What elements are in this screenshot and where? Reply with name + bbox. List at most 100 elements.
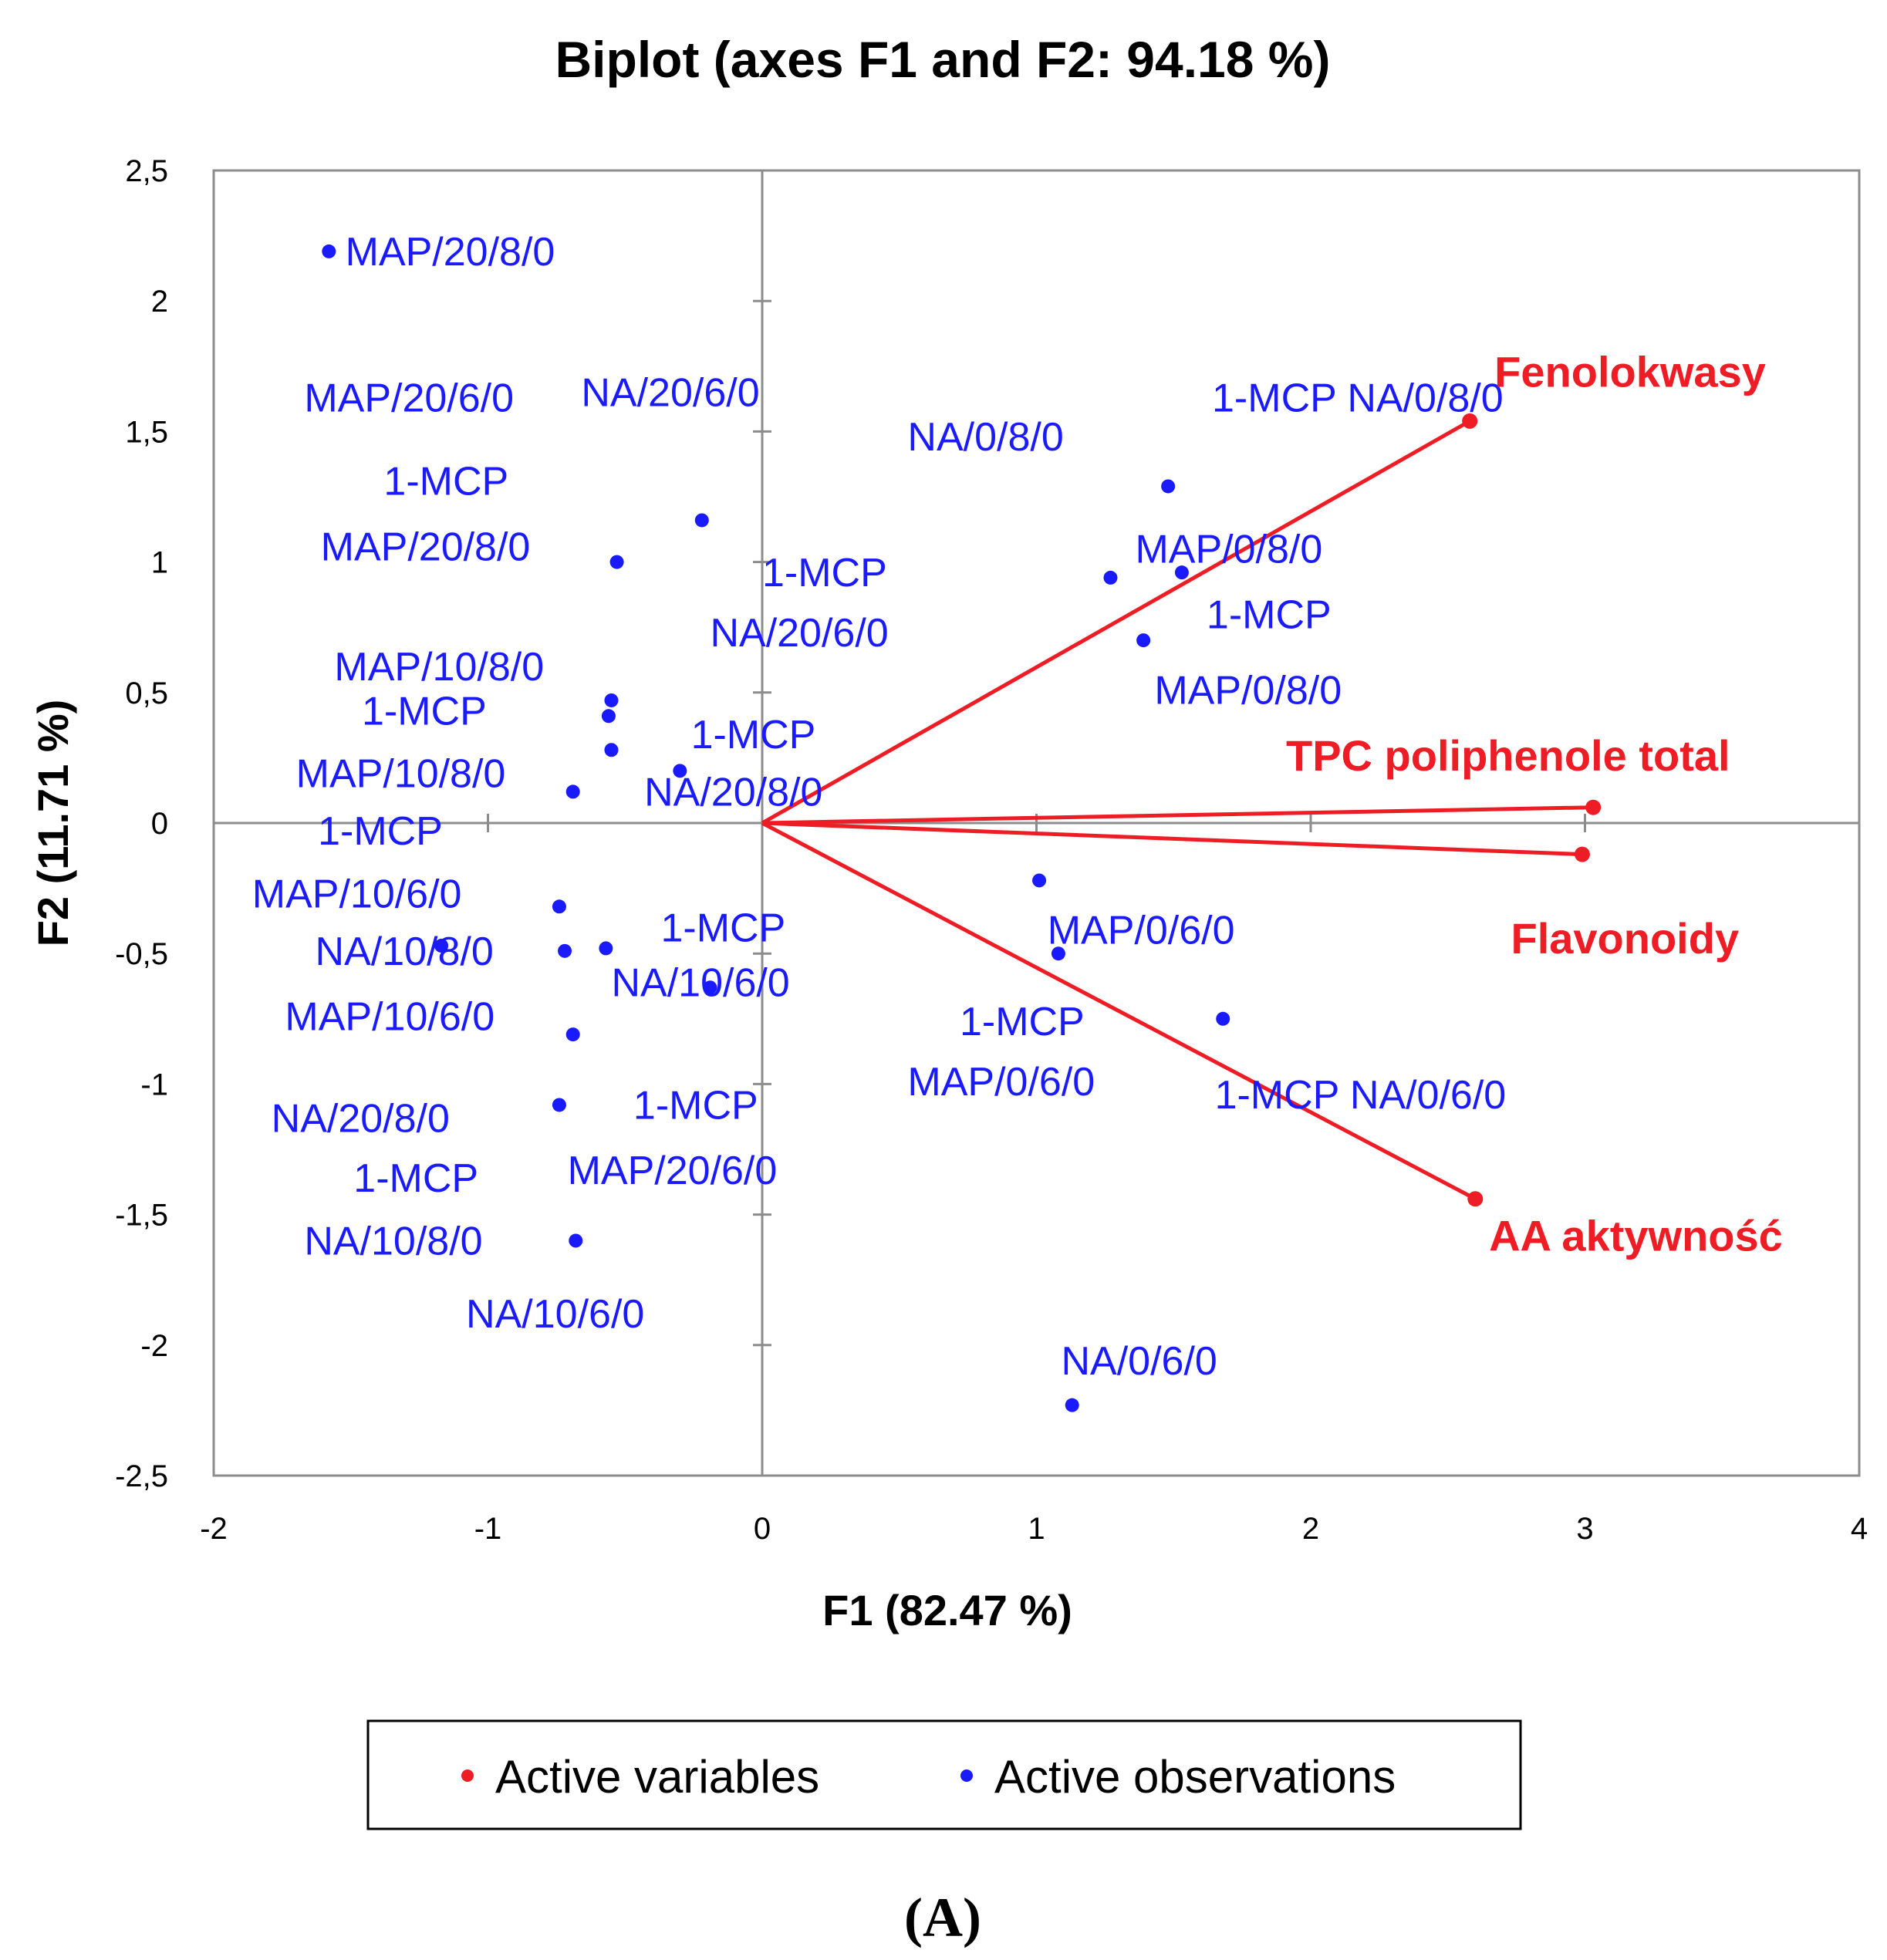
variable-label: Flavonoidy [1511,914,1740,963]
y-tick-label: -0,5 [115,937,168,971]
observation-label: NA/10/8/0 [304,1219,482,1263]
observation-label: MAP/20/6/0 [304,376,514,420]
observation-label: 1-MCP [691,713,816,757]
observation-point [1161,479,1176,494]
y-axis-ticks: 2,5 2 1,5 1 0,5 0 -0,5 -1 -1,5 -2 -2,5 [115,154,771,1493]
observation-label: MAP/10/6/0 [252,872,462,916]
y-tick-label: -2,5 [115,1459,168,1493]
variable-vector-line [761,821,1583,857]
legend-marker-observations [960,1769,973,1782]
observation-label: MAP/0/6/0 [1048,909,1235,953]
observation-point [322,244,336,258]
observation-point [569,1233,583,1248]
observation-point [599,941,613,956]
observation-label: 1-MCP [318,809,443,854]
observation-label: MAP/20/8/0 [321,525,531,569]
observation-label: NA/10/6/0 [611,960,789,1005]
observation-point [604,693,619,707]
observation-label: NA/0/8/0 [907,415,1063,460]
observation-label: NA/20/8/0 [644,770,822,815]
y-tick-label: -1 [140,1068,168,1101]
variable-vectors [761,413,1602,1207]
x-tick-label: 1 [1028,1512,1045,1546]
observation-label: NA/20/6/0 [581,371,759,416]
observation-point [694,513,709,528]
observation-point [565,1027,580,1042]
x-axis-ticks: -2 -1 0 1 2 3 4 [200,814,1868,1546]
observation-point [1051,946,1065,961]
variable-vector-endpoint [1574,846,1590,862]
variable-labels: Fenolokwasy TPC poliphenole total Flavonoi… [1286,348,1783,1260]
observation-point [1216,1011,1230,1026]
observation-point [609,555,624,569]
observation-point [601,709,616,724]
chart-title: Biplot (axes F1 and F2: 94.18 %) [555,31,1331,88]
observation-label: MAP/0/8/0 [1154,668,1342,713]
observation-label: MAP/0/6/0 [907,1060,1095,1105]
observation-point [565,784,580,799]
observation-label: 1-MCP [660,906,785,950]
y-tick-label: -2 [140,1329,168,1363]
observation-label: 1-MCP [762,551,887,595]
observation-label: MAP/0/8/0 [1135,528,1322,572]
variable-label: AA aktywność [1489,1212,1783,1260]
observation-label: 1-MCP [383,460,508,504]
observation-label: 1-MCP NA/0/6/0 [1215,1073,1507,1118]
variable-label: Fenolokwasy [1494,348,1766,396]
observation-point [558,943,572,958]
variable-vector-endpoint [1467,1191,1484,1207]
observation-label: 1-MCP [362,689,487,734]
y-tick-label: 2 [151,285,168,319]
variable-vector-line [761,419,1471,825]
observation-point [703,980,717,995]
observation-label: 1-MCP [1207,592,1332,637]
legend-label-observations: Active observations [994,1751,1396,1803]
x-tick-label: 4 [1851,1512,1868,1546]
observation-label: MAP/20/6/0 [568,1149,778,1193]
y-tick-label: 2,5 [125,154,168,188]
observation-labels: MAP/20/8/0 MAP/20/6/0 NA/20/6/0 1-MCP MAP/20… [252,230,1506,1384]
variable-label: TPC poliphenole total [1286,731,1730,780]
observation-point [434,939,449,953]
x-tick-label: 0 [754,1512,771,1546]
y-tick-label: 0,5 [125,676,168,710]
x-tick-label: 2 [1302,1512,1319,1546]
observation-point [604,743,619,757]
variable-vector-endpoint [1585,799,1602,815]
y-axis-label: F2 (11.71 %) [29,700,77,947]
observation-label: 1-MCP [633,1083,758,1128]
y-tick-label: 1 [151,546,168,580]
observation-point [552,899,566,914]
legend: Active variables Active observations [366,1719,1522,1830]
observation-point [1065,1398,1079,1412]
observation-label: NA/20/8/0 [272,1096,450,1141]
x-tick-label: 3 [1576,1512,1593,1546]
variable-vector-line [761,821,1477,1201]
legend-label-variables: Active variables [495,1751,819,1803]
legend-box [366,1719,1522,1830]
y-tick-label: 0 [151,807,168,841]
observation-label: MAP/10/8/0 [334,645,544,690]
figure-caption: (A) [904,1887,981,1948]
x-tick-label: -1 [474,1512,502,1546]
observation-label: NA/20/6/0 [710,611,888,656]
observation-point [1103,570,1118,585]
observation-label: 1-MCP [353,1156,478,1201]
observation-point [1174,565,1189,580]
y-tick-label: 1,5 [125,415,168,449]
observation-label: 1-MCP NA/0/8/0 [1212,376,1504,420]
observation-point [552,1098,566,1112]
observation-label: MAP/20/8/0 [346,230,555,275]
observation-label: MAP/10/6/0 [285,994,495,1039]
observation-point [1136,633,1151,648]
variable-vector-line [761,805,1594,825]
observation-label: NA/10/8/0 [316,929,494,974]
x-tick-label: -2 [200,1512,228,1546]
observation-point [673,764,687,778]
observation-point [1032,873,1047,888]
y-tick-label: -1,5 [115,1199,168,1233]
observation-points [322,244,1230,1412]
observation-label: 1-MCP [960,1000,1085,1044]
